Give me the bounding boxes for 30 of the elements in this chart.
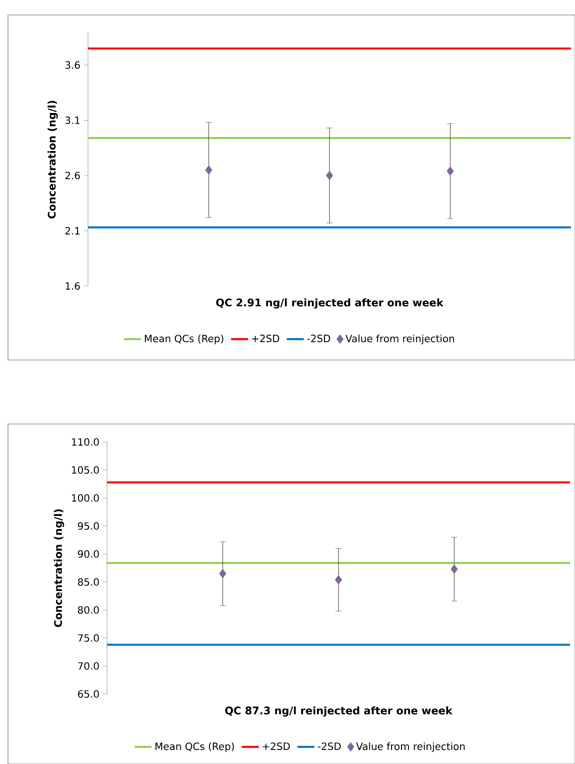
y-tick-label: 2.6 (65, 172, 80, 180)
y-tick-label: 3.1 (65, 116, 80, 124)
point (450, 564, 458, 574)
legend-label: +2SD (252, 334, 280, 342)
point (334, 575, 342, 584)
y-tick-label: 3.6 (65, 61, 80, 69)
y-tick-label: 90.0 (78, 550, 99, 558)
y-tick-label: 65.0 (78, 690, 99, 698)
x-axis-title: QC 87.3 ng/l reinjected after one week (225, 706, 453, 717)
legend-label: +2SD (262, 742, 290, 750)
y-tick-label: 2.1 (65, 227, 80, 234)
y-tick-label: 100.0 (72, 494, 99, 502)
y-tick-label: 105.0 (72, 466, 99, 474)
legend-label: Mean QCs (Rep) (144, 334, 224, 344)
y-tick-label: 70.0 (78, 662, 99, 670)
y-tick-label: 75.0 (78, 634, 99, 642)
legend-label: Mean QCs (Rep) (156, 742, 234, 752)
y-tick-label: 85.0 (78, 578, 99, 586)
point (219, 568, 226, 578)
y-tick-label: 1.6 (66, 282, 80, 290)
y-tick-label: 95.0 (78, 522, 99, 530)
legend-label: -2SD (318, 742, 341, 750)
y-axis-title: Concentration (ng/l) (48, 100, 58, 218)
legend-label: -2SD (307, 334, 330, 342)
legend-label: Value from reinjection (346, 334, 454, 344)
y-axis-title: Concentration (ng/l) (54, 509, 64, 627)
y-tick-label: 110.0 (72, 438, 99, 446)
legend-label: Value from reinjection (356, 742, 465, 752)
x-axis-title: QC 2.91 ng/l reinjected after one week (216, 298, 444, 309)
y-tick-label: 80.0 (78, 606, 99, 614)
